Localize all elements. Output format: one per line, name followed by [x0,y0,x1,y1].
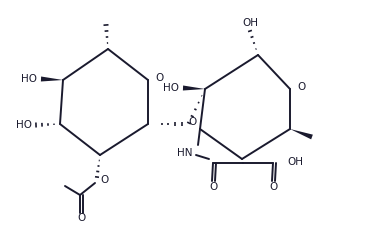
Text: O: O [77,213,85,223]
Polygon shape [41,77,63,82]
Polygon shape [183,86,205,91]
Text: HO: HO [16,120,32,130]
Text: HO: HO [21,74,37,84]
Text: OH: OH [287,157,303,167]
Text: O: O [100,175,108,185]
Text: OH: OH [242,18,258,28]
Text: HO: HO [163,83,179,93]
Text: O: O [297,82,305,92]
Text: O: O [270,182,278,192]
Text: O: O [210,182,218,192]
Polygon shape [290,129,313,139]
Text: O: O [155,73,163,83]
Text: O: O [188,117,196,127]
Text: HN: HN [178,148,193,158]
